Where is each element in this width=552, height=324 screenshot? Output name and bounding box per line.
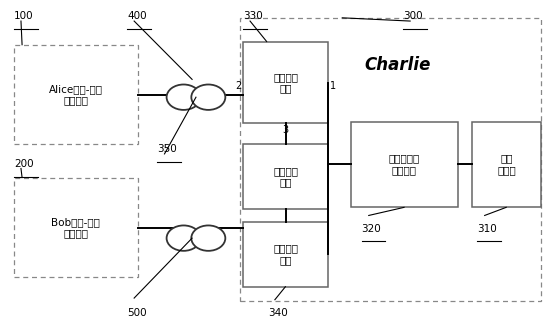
Text: 100: 100 — [14, 11, 34, 21]
Text: Alice时间-相位
编码模块: Alice时间-相位 编码模块 — [49, 84, 103, 106]
FancyBboxPatch shape — [243, 144, 328, 209]
Ellipse shape — [167, 85, 200, 110]
Text: 300: 300 — [403, 11, 423, 21]
Text: Bob时间-相位
编码模块: Bob时间-相位 编码模块 — [51, 217, 100, 238]
Text: 350: 350 — [157, 144, 177, 154]
Text: 1: 1 — [330, 81, 336, 91]
Text: 光路选择
器件: 光路选择 器件 — [273, 244, 298, 265]
Text: 3: 3 — [282, 125, 289, 134]
Ellipse shape — [192, 226, 225, 251]
Text: 2: 2 — [235, 81, 242, 91]
Text: 330: 330 — [243, 11, 263, 21]
Text: Charlie: Charlie — [364, 56, 431, 74]
FancyBboxPatch shape — [243, 42, 328, 123]
FancyBboxPatch shape — [472, 122, 541, 207]
Ellipse shape — [192, 85, 225, 110]
Text: 320: 320 — [362, 224, 381, 234]
FancyBboxPatch shape — [243, 222, 328, 287]
Text: 310: 310 — [477, 224, 497, 234]
Ellipse shape — [167, 226, 200, 251]
Text: 340: 340 — [268, 308, 288, 318]
Text: 贝尔测量
装置: 贝尔测量 装置 — [273, 166, 298, 187]
FancyBboxPatch shape — [351, 122, 458, 207]
Text: 400: 400 — [127, 11, 147, 21]
Text: 500: 500 — [127, 308, 147, 318]
Text: 连续
激光器: 连续 激光器 — [497, 154, 516, 175]
Text: 光路选择
器件: 光路选择 器件 — [273, 72, 298, 93]
Text: 双脉冲序列
产生模块: 双脉冲序列 产生模块 — [389, 154, 420, 175]
Text: 200: 200 — [14, 159, 34, 169]
